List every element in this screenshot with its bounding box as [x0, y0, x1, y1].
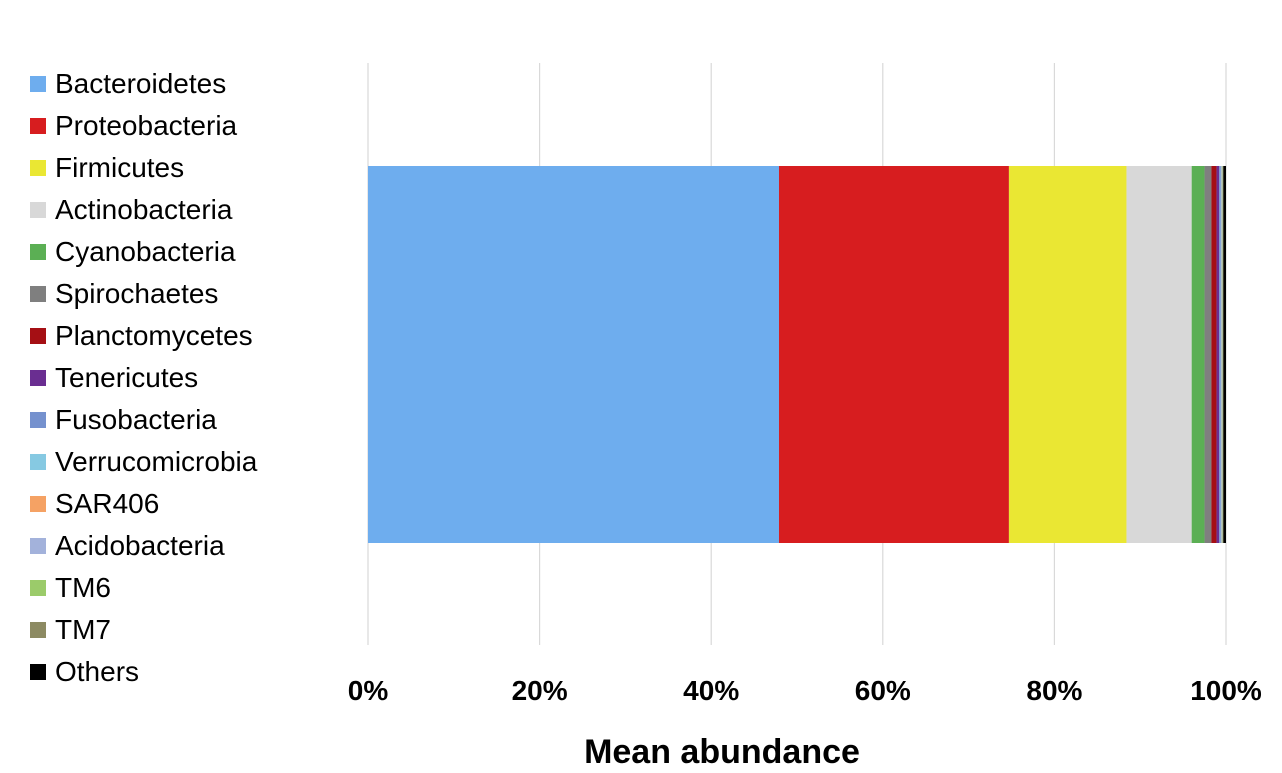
- bar-segment-planctomycetes: [1211, 166, 1217, 543]
- legend-label: Spirochaetes: [55, 278, 219, 309]
- bar-segment-acidobacteria: [1222, 166, 1223, 543]
- bar-segment-proteobacteria: [778, 166, 1009, 543]
- legend-swatch: [30, 664, 46, 680]
- legend-swatch: [30, 580, 46, 596]
- bar-segment-sar406: [1221, 166, 1223, 543]
- legend-label: Actinobacteria: [55, 194, 233, 225]
- legend-swatch: [30, 160, 46, 176]
- legend-label: Others: [55, 656, 140, 687]
- bar-segment-bacteroidetes: [368, 166, 779, 543]
- legend-swatch: [30, 328, 46, 344]
- bar-segment-cyanobacteria: [1191, 166, 1205, 543]
- x-tick-label: 0%: [348, 675, 389, 706]
- x-tick-label: 40%: [683, 675, 739, 706]
- legend-label: Tenericutes: [55, 362, 199, 393]
- bar-segment-firmicutes: [1008, 166, 1127, 543]
- x-tick-label: 80%: [1026, 675, 1082, 706]
- legend-swatch: [30, 496, 46, 512]
- bar-segment-tenericutes: [1216, 166, 1220, 543]
- bar-segment-verrucomicrobia: [1220, 166, 1222, 543]
- legend-swatch: [30, 76, 46, 92]
- legend-label: Planctomycetes: [55, 320, 253, 351]
- legend-swatch: [30, 454, 46, 470]
- x-tick-label: 60%: [855, 675, 911, 706]
- bar-segment-actinobacteria: [1126, 166, 1192, 543]
- bar-segment-fusobacteria: [1219, 166, 1221, 543]
- bar-segment-others: [1223, 166, 1226, 543]
- bar-segment-tm6: [1222, 166, 1224, 543]
- legend-swatch: [30, 244, 46, 260]
- legend-swatch: [30, 622, 46, 638]
- legend-swatch: [30, 538, 46, 554]
- legend-label: TM7: [55, 614, 111, 645]
- x-axis-title: Mean abundance: [584, 733, 860, 771]
- x-tick-label: 100%: [1190, 675, 1262, 706]
- legend-swatch: [30, 202, 46, 218]
- legend-label: Proteobacteria: [55, 110, 238, 141]
- bar-segment-spirochaetes: [1204, 166, 1212, 543]
- legend-swatch: [30, 370, 46, 386]
- legend-swatch: [30, 412, 46, 428]
- legend-label: Bacteroidetes: [55, 68, 227, 99]
- x-tick-label: 20%: [512, 675, 568, 706]
- legend-label: Acidobacteria: [55, 530, 225, 561]
- legend-label: Cyanobacteria: [55, 236, 236, 267]
- bar-segment-tm7: [1222, 166, 1224, 543]
- legend-label: Firmicutes: [55, 152, 185, 183]
- legend-swatch: [30, 118, 46, 134]
- legend-label: SAR406: [55, 488, 160, 519]
- legend-label: TM6: [55, 572, 111, 603]
- legend-label: Fusobacteria: [55, 404, 217, 435]
- legend-swatch: [30, 286, 46, 302]
- legend-label: Verrucomicrobia: [55, 446, 258, 477]
